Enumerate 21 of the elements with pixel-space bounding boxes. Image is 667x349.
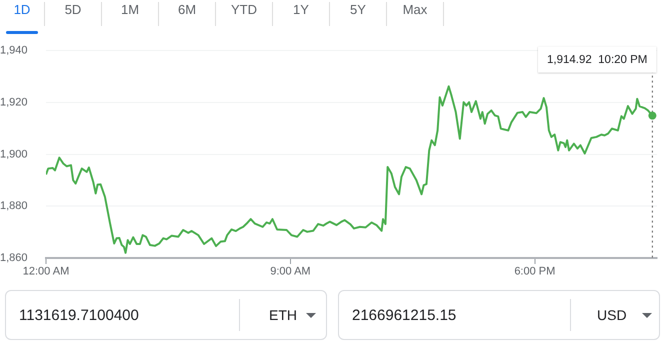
text: 1Y <box>293 2 309 17</box>
text: 1D <box>14 2 30 17</box>
y-tick-label: 1,880 <box>0 200 28 212</box>
text: Max <box>402 2 428 17</box>
text: ETH <box>269 307 297 323</box>
y-tick-label: 1,860 <box>0 252 28 264</box>
x-tick-label: 9:00 AM <box>270 266 311 278</box>
text: 1131619.7100400 <box>19 307 139 324</box>
y-tick-label: 1,900 <box>0 148 28 160</box>
x-tick-label: 12:00 AM <box>22 266 70 278</box>
text: 5Y <box>350 2 366 17</box>
text: USD <box>597 307 627 323</box>
text: YTD <box>231 2 257 17</box>
x-tick-label: 6:00 PM <box>514 266 556 278</box>
y-tick-label: 1,940 <box>0 44 28 57</box>
text: 5D <box>64 2 82 17</box>
text: 2166961215.15 <box>352 307 456 324</box>
text: 6M <box>178 2 196 17</box>
text: 1M <box>120 2 140 17</box>
y-tick-label: 1,920 <box>0 96 28 108</box>
annotation: 1,914.92 10:20 PM <box>547 54 648 66</box>
